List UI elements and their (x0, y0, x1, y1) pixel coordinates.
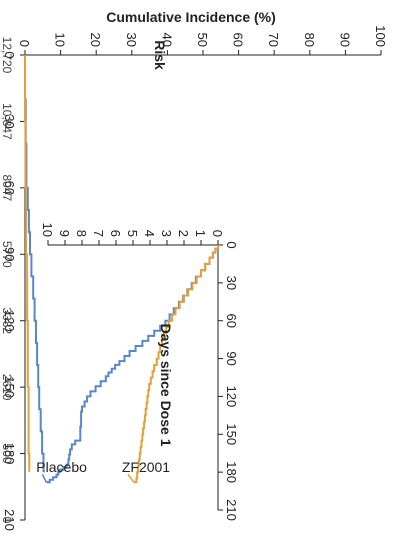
inset-series-line-zf2001 (133, 245, 219, 484)
inset-y-tick-label: 0 (210, 230, 225, 237)
inset-y-tick-label: 1 (193, 230, 208, 237)
risk-value: 2610 (0, 374, 14, 401)
main-y-tick-label: 30 (124, 33, 139, 47)
main-lines (24, 55, 45, 473)
main-x-tick-label: 0 (2, 51, 17, 58)
legend: Placebo ZF2001 (36, 459, 170, 483)
main-x-tick-label: 180 (2, 443, 17, 465)
inset-x-tick-label: 0 (224, 241, 239, 248)
main-x-tick-label: 210 (2, 509, 17, 531)
inset-series-line-placebo (46, 245, 219, 484)
main-y-ticks: 0 10 20 30 40 50 60 70 80 90 100 (17, 25, 388, 55)
legend-label-zf2001: ZF2001 (122, 459, 170, 475)
inset-y-tick-label: 10 (40, 223, 55, 237)
risk-value: 500 (0, 444, 14, 464)
risk-value: 0 (0, 517, 14, 524)
main-y-tick-label: 10 (53, 33, 68, 47)
main-y-tick-label: 20 (88, 33, 103, 47)
main-y-tick-label: 0 (17, 40, 32, 47)
inset-y-tick-label: 4 (142, 230, 157, 237)
risk-value: 3382 (0, 307, 14, 334)
legend-leader-zf2001 (127, 473, 135, 483)
inset-x-tick-label: 90 (224, 351, 239, 365)
main-y-tick-label: 40 (159, 33, 174, 47)
inset-y-tick-label: 7 (91, 230, 106, 237)
main-x-ticks: 0 30 60 90 120 150 180 210 (2, 51, 25, 531)
main-y-tick-label: 70 (266, 33, 281, 47)
inset-y-tick-label: 6 (108, 230, 123, 237)
main-y-tick-label: 100 (373, 25, 388, 47)
inset-y-tick-label: 8 (74, 230, 89, 237)
inset-x-tick-label: 60 (224, 313, 239, 327)
main-y-tick-label: 90 (337, 33, 352, 47)
inset-x-tick-label: 120 (224, 386, 239, 408)
number-at-risk: 12,720 10,847 8047 5770 3382 2610 500 0 (0, 37, 14, 524)
main-x-tick-label: 120 (2, 310, 17, 332)
inset-x-tick-label: 210 (224, 499, 239, 521)
main-y-tick-label: 60 (231, 33, 246, 47)
inset-x-ticks: 0 30 60 90 120 150 180 210 (218, 241, 239, 521)
main-y-tick-label: 80 (302, 33, 317, 47)
main-series-line-zf2001 (24, 55, 31, 473)
y-axis-title: Cumulative Incidence (%) (106, 9, 276, 25)
main-y-tick-label: 50 (195, 33, 210, 47)
inset-y-tick-label: 9 (57, 230, 72, 237)
inset-x-tick-label: 150 (224, 423, 239, 445)
main-x-tick-label: 150 (2, 376, 17, 398)
main-x-tick-label: 30 (2, 114, 17, 128)
risk-value: 10,847 (0, 103, 14, 140)
legend-label-placebo: Placebo (36, 459, 87, 475)
inset-y-tick-label: 2 (176, 230, 191, 237)
inset-x-tick-label: 180 (224, 461, 239, 483)
main-x-tick-label: 60 (2, 181, 17, 195)
legend-leader-placebo (41, 473, 47, 483)
inset-y-tick-label: 5 (125, 230, 140, 237)
risk-value: 12,720 (0, 37, 14, 74)
inset-x-tick-label: 30 (224, 276, 239, 290)
inset-lines (46, 245, 219, 484)
main-x-tick-label: 90 (2, 247, 17, 261)
risk-label: Risk (152, 40, 168, 70)
risk-value: 5770 (0, 241, 14, 268)
risk-value: 8047 (0, 175, 14, 202)
x-axis-title: Days since Dose 1 (158, 324, 174, 447)
inset-y-tick-label: 3 (159, 230, 174, 237)
